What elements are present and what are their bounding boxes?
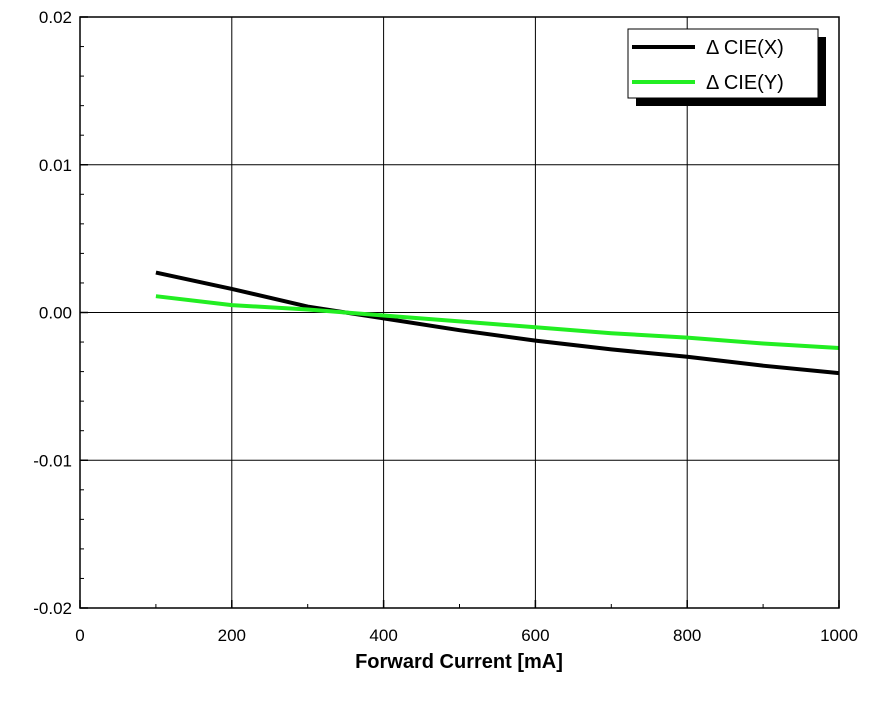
x-tick-label: 0: [75, 626, 84, 645]
tick-labels: 0 200 400 600 800 1000 -0.02 -0.01 0.00 0.01 0.02: [33, 8, 858, 645]
grid-lines: [80, 17, 839, 608]
x-tick-label: 800: [673, 626, 701, 645]
series-line-cie-y: [155, 294, 840, 350]
x-tick-label: 600: [521, 626, 549, 645]
series-layer: [155, 270, 840, 376]
axis-ticks: [79, 16, 840, 609]
x-axis-title: Forward Current [mA]: [355, 651, 563, 673]
legend-box: [627, 28, 819, 99]
legend: Δ CIE(X) Δ CIE(Y): [627, 28, 826, 106]
x-tick-label: 200: [218, 626, 246, 645]
legend-label: Δ CIE(X): [706, 37, 784, 59]
legend-label: Δ CIE(Y): [706, 72, 784, 94]
y-tick-label: 0.00: [39, 304, 72, 323]
series-line-cie-x: [155, 270, 840, 376]
y-tick-label: 0.01: [39, 156, 72, 175]
y-tick-label: -0.01: [33, 451, 72, 470]
x-tick-label: 400: [369, 626, 397, 645]
y-tick-label: 0.02: [39, 8, 72, 27]
x-tick-label: 1000: [820, 626, 858, 645]
legend-items: Δ CIE(X) Δ CIE(Y): [632, 37, 784, 94]
y-tick-label: -0.02: [33, 599, 72, 618]
